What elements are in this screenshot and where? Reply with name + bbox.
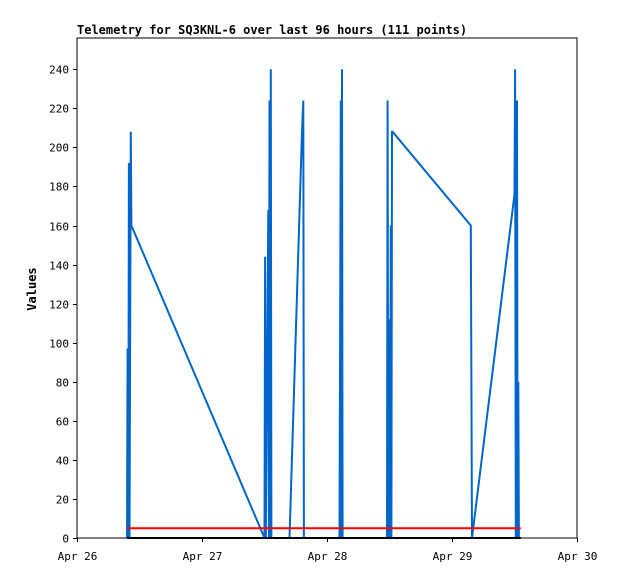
chart-title: Telemetry for SQ3KNL-6 over last 96 hour…: [77, 23, 468, 37]
y-tick-label: 120: [49, 299, 69, 312]
y-tick-label: 240: [49, 64, 69, 77]
y-tick-label: 20: [56, 494, 69, 507]
x-tick-label: Apr 30: [558, 550, 598, 563]
x-tick-label: Apr 28: [308, 550, 348, 563]
y-tick-label: 200: [49, 142, 69, 155]
y-tick-label: 180: [49, 181, 69, 194]
y-tick-label: 220: [49, 103, 69, 116]
series-line-0: [126, 69, 520, 539]
y-axis-label: Values: [25, 267, 39, 311]
y-tick-label: 40: [56, 455, 69, 468]
y-tick-label: 80: [56, 377, 69, 390]
x-tick-label: Apr 27: [183, 550, 223, 563]
y-tick-label: 60: [56, 416, 69, 429]
x-tick-label: Apr 29: [433, 550, 473, 563]
x-tick-label: Apr 26: [58, 550, 98, 563]
y-tick-label: 140: [49, 260, 69, 273]
y-tick-label: 0: [62, 533, 69, 546]
y-tick-label: 160: [49, 221, 69, 234]
y-tick-label: 100: [49, 338, 69, 351]
